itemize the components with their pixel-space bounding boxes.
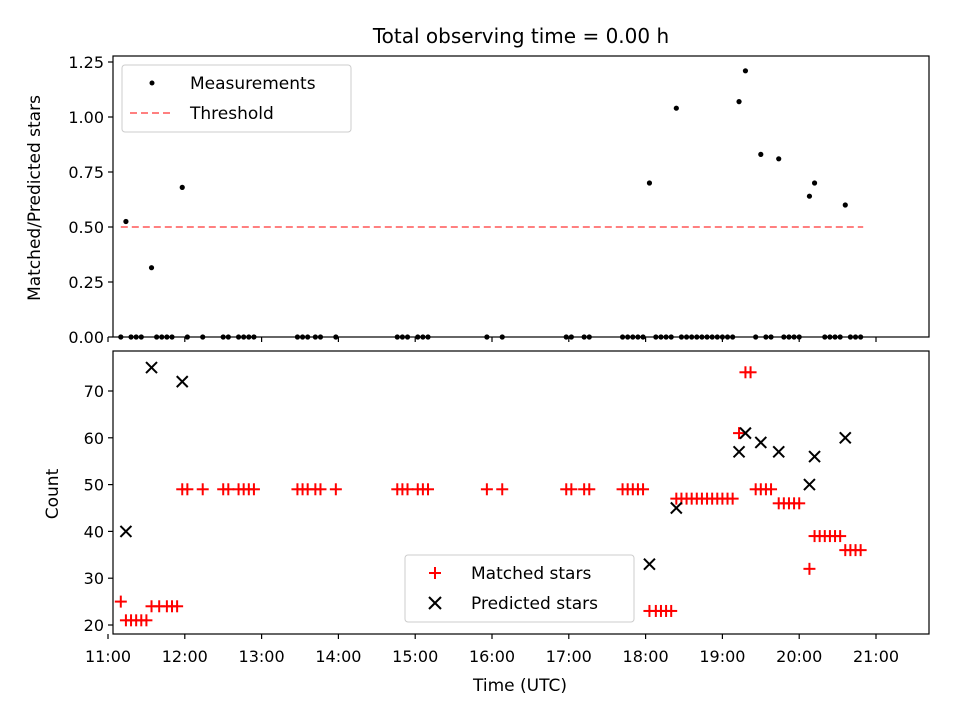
legend-measurements-marker — [149, 80, 155, 86]
legend-matched-marker — [429, 567, 441, 579]
measurement-point — [673, 105, 679, 111]
measurement-point — [646, 180, 653, 186]
top-y-tick-label: 0.25 — [68, 273, 104, 292]
matched-star-point — [171, 600, 184, 613]
matched-star-point — [329, 483, 342, 496]
x-tick-label: 21:00 — [853, 647, 899, 666]
matched-star-points — [114, 366, 867, 627]
matched-star-point — [765, 483, 778, 496]
predicted-star-point — [145, 361, 158, 374]
matched-star-point — [401, 483, 414, 496]
x-tick-label: 19:00 — [699, 647, 745, 666]
matched-star-point — [803, 562, 816, 575]
top-plot-frame — [112, 55, 930, 338]
measurement-point — [806, 193, 813, 199]
x-tick-label: 13:00 — [239, 647, 285, 666]
measurement-point — [776, 156, 782, 162]
matched-star-point — [793, 497, 806, 510]
x-tick-label: 11:00 — [85, 647, 131, 666]
predicted-star-point — [732, 445, 746, 459]
top-legend: Measurements Threshold — [121, 64, 352, 133]
matched-star-point — [854, 544, 867, 557]
x-tick-label: 20:00 — [776, 647, 822, 666]
measurement-point — [811, 180, 818, 186]
x-tick-label: 14:00 — [315, 647, 361, 666]
bottom-y-tick-label: 70 — [84, 382, 104, 401]
top-y-tick-label: 1.25 — [68, 53, 104, 72]
bottom-y-tick-label: 40 — [84, 522, 104, 541]
matched-star-point — [222, 483, 235, 496]
measurement-point — [736, 99, 742, 105]
matched-star-point — [422, 483, 434, 496]
measurement-point — [742, 68, 749, 74]
legend-matched-label: Matched stars — [471, 564, 591, 584]
matched-star-point — [565, 483, 578, 496]
bottom-y-tick-label: 20 — [84, 616, 104, 635]
bottom-y-tick-label: 30 — [84, 569, 104, 588]
predicted-star-point — [670, 501, 683, 515]
matched-star-point — [247, 483, 260, 496]
predicted-star-point — [772, 445, 785, 459]
predicted-star-point — [119, 525, 133, 538]
legend-measurements-label: Measurements — [190, 74, 316, 94]
x-axis-label: Time (UTC) — [472, 676, 567, 696]
top-y-tick-label: 0.75 — [68, 163, 104, 182]
measurement-point — [179, 184, 185, 190]
matched-star-point — [140, 614, 153, 627]
matched-star-point — [196, 483, 209, 496]
matched-star-point — [583, 483, 596, 496]
predicted-star-points — [119, 361, 852, 571]
measurement-point — [842, 202, 848, 208]
predicted-star-point — [754, 436, 768, 449]
bottom-y-tick-label: 60 — [84, 429, 104, 448]
chart-title: Total observing time = 0.00 h — [372, 24, 669, 48]
x-tick-label: 18:00 — [623, 647, 669, 666]
matched-star-point — [181, 483, 194, 496]
legend-predicted-marker — [428, 596, 442, 610]
matched-star-point — [496, 483, 509, 496]
predicted-star-point — [808, 450, 821, 463]
predicted-star-point — [839, 431, 852, 445]
bottom-plot-frame — [112, 350, 930, 635]
matched-star-point — [480, 483, 493, 496]
x-tick-label: 12:00 — [162, 647, 208, 666]
bottom-axes: 20 30 40 50 60 70 11:00 12:00 13:00 14:00 15:00 16:… — [84, 350, 930, 666]
x-tick-label: 16:00 — [469, 647, 515, 666]
matched-star-point — [744, 366, 757, 379]
bottom-y-axis-label: Count — [43, 468, 63, 519]
top-y-tick-label: 1.00 — [68, 108, 104, 127]
bottom-legend: Matched stars Predicted stars — [404, 554, 635, 623]
matched-star-point — [314, 483, 327, 496]
legend-predicted-label: Predicted stars — [471, 594, 598, 614]
matched-star-point — [834, 530, 847, 543]
matched-star-point — [726, 492, 739, 505]
top-axes: 0.00 0.25 0.50 0.75 1.00 1.25 — [68, 53, 930, 347]
predicted-star-point — [739, 426, 752, 440]
predicted-star-point — [176, 375, 189, 388]
matched-star-point — [637, 483, 650, 496]
matched-star-point — [733, 427, 746, 440]
x-tick-label: 17:00 — [546, 647, 592, 666]
legend-threshold-label: Threshold — [189, 104, 274, 124]
predicted-star-point — [803, 478, 816, 491]
top-y-tick-label: 0.00 — [68, 328, 104, 347]
predicted-star-point — [643, 557, 656, 571]
top-y-tick-label: 0.50 — [68, 218, 104, 237]
bottom-y-tick-label: 50 — [84, 476, 104, 495]
matched-star-point — [665, 604, 678, 617]
top-legend-frame — [121, 64, 352, 133]
matched-star-point — [114, 595, 127, 608]
measurement-point — [123, 218, 129, 225]
top-y-axis-label: Matched/Predicted stars — [25, 95, 45, 301]
bottom-legend-frame — [404, 554, 635, 623]
measurement-point — [148, 265, 155, 271]
x-tick-label: 15:00 — [392, 647, 438, 666]
measurement-point — [758, 151, 764, 157]
